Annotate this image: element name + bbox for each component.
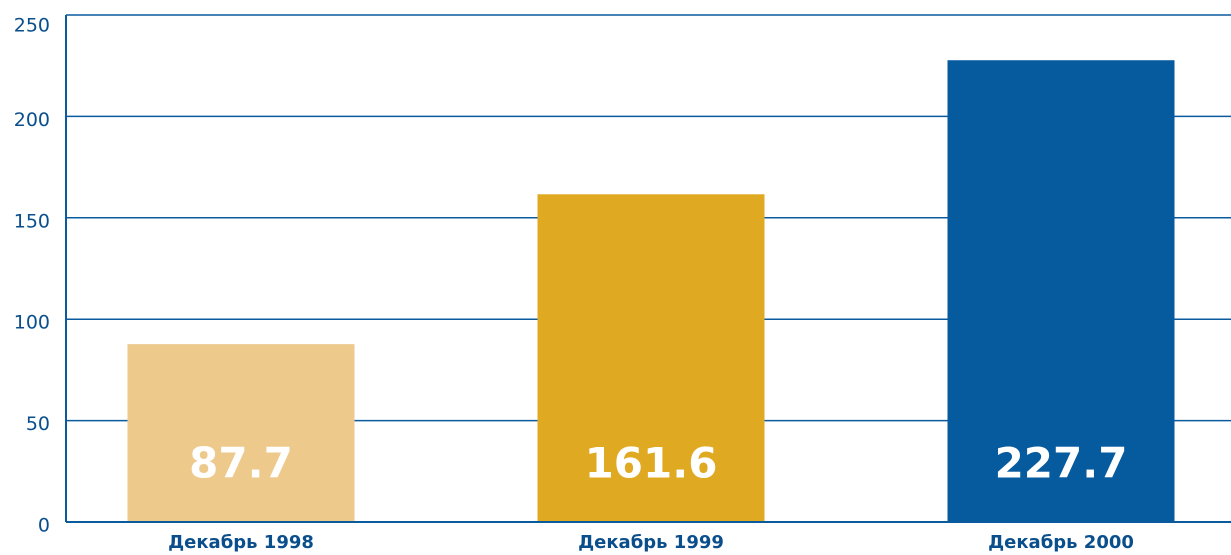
value-label: 227.7 [995, 439, 1128, 488]
y-tick-label: 0 [38, 515, 50, 537]
x-tick-label: Декабрь 2000 [988, 532, 1134, 553]
y-tick-label: 50 [26, 413, 50, 435]
value-label: 161.6 [585, 439, 718, 488]
x-tick-label: Декабрь 1999 [578, 532, 724, 553]
bar [537, 194, 765, 522]
y-tick-label: 100 [14, 312, 50, 334]
bar [127, 344, 355, 522]
y-tick-label: 200 [14, 109, 50, 131]
x-tick-label: Декабрь 1998 [168, 532, 314, 553]
value-label: 87.7 [189, 439, 293, 488]
y-tick-label: 150 [14, 210, 50, 232]
y-tick-label: 250 [14, 15, 50, 37]
bar [947, 60, 1175, 523]
